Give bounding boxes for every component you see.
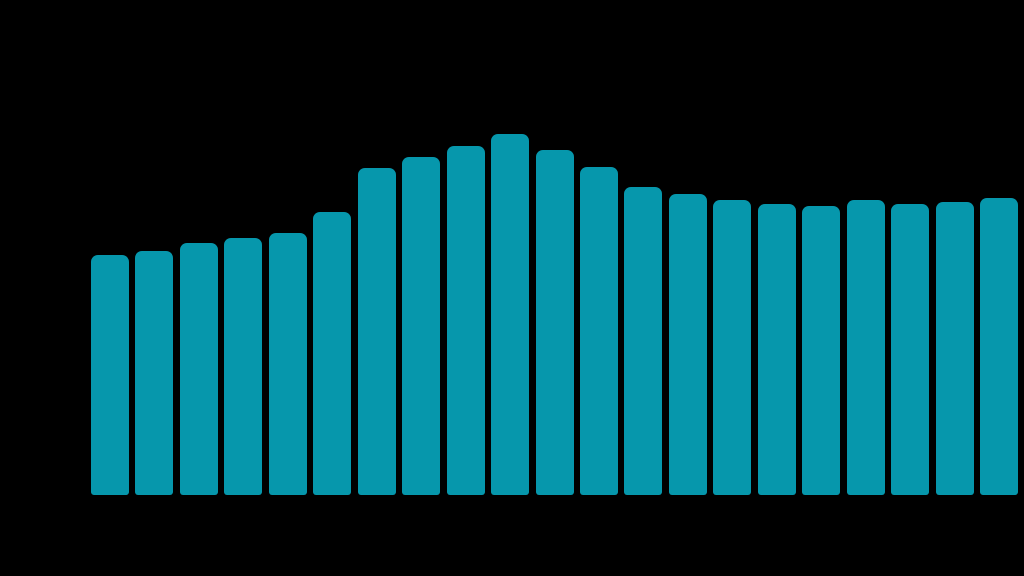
bar	[802, 206, 841, 495]
bar	[535, 150, 574, 495]
bar	[757, 204, 796, 495]
bar	[846, 200, 885, 495]
bar	[624, 187, 663, 495]
bar	[224, 238, 263, 495]
bar	[713, 200, 752, 495]
bar	[935, 202, 974, 495]
bar	[91, 255, 129, 495]
bar	[446, 146, 485, 495]
bar	[491, 134, 530, 495]
bar	[579, 167, 618, 495]
bar	[402, 157, 441, 495]
bar	[135, 251, 174, 495]
bar	[668, 194, 707, 495]
bar	[179, 243, 218, 495]
bar	[891, 204, 930, 495]
bar	[980, 198, 1018, 495]
bar	[357, 168, 396, 495]
bar	[313, 212, 352, 495]
bar	[268, 233, 307, 495]
